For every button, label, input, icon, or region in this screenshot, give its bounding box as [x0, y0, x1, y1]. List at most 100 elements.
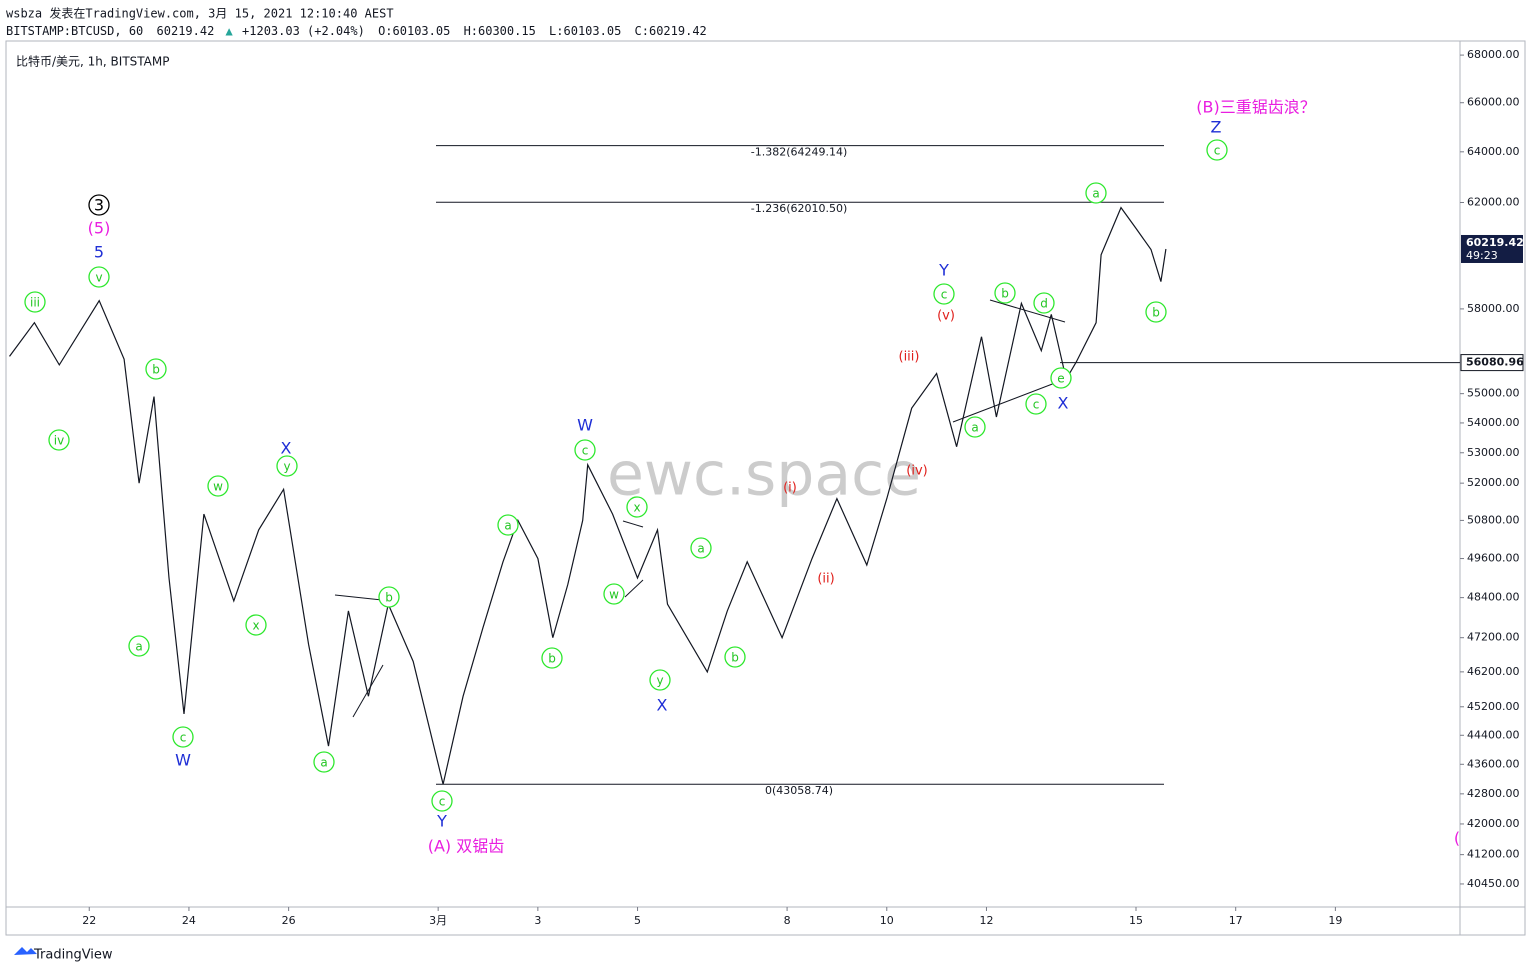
wave-label: (B)三重锯齿浪？	[1196, 98, 1315, 117]
x-tick-label: 22	[82, 914, 96, 927]
wave-label: c	[582, 444, 589, 458]
wave-label: W	[175, 751, 191, 770]
close: C:60219.42	[635, 24, 707, 38]
x-tick-label: 5	[634, 914, 641, 927]
y-tick-label: 40450.00	[1467, 877, 1520, 890]
wave-circle	[276, 455, 298, 477]
level-label: 56080.96	[1466, 356, 1524, 369]
wave-circle	[88, 194, 110, 216]
y-tick-label: 41200.00	[1467, 848, 1520, 861]
wave-label: x	[252, 619, 259, 633]
wave-label: c	[941, 288, 948, 302]
wave-circle	[313, 751, 335, 773]
y-tick-label: 42800.00	[1467, 787, 1520, 800]
wave-label: Y	[436, 812, 447, 831]
x-tick-label: 15	[1129, 914, 1143, 927]
frame	[5, 40, 1526, 936]
price-box	[1461, 234, 1523, 263]
x-tick-label: 19	[1328, 914, 1342, 927]
wave-label: y	[283, 460, 290, 474]
open: O:60103.05	[378, 24, 450, 38]
low: L:60103.05	[549, 24, 621, 38]
wave-label: x	[633, 501, 640, 515]
fib-label: 0(43058.74)	[765, 784, 833, 797]
wave-label: c	[1214, 144, 1221, 158]
wave-label: c	[1033, 398, 1040, 412]
wave-circle	[626, 496, 648, 518]
wave-circle	[933, 283, 955, 305]
wave-label: (v)	[937, 309, 955, 324]
wave-label: a	[697, 542, 704, 556]
wave-label: b	[385, 591, 393, 605]
wave-label: w	[609, 588, 619, 602]
wave-label: b	[152, 363, 160, 377]
wave-circle	[1033, 292, 1055, 314]
wave-label: b	[731, 651, 739, 665]
wave-circle	[994, 282, 1016, 304]
wave-label: (ii)	[817, 572, 834, 587]
last-price: 60219.42	[1466, 236, 1524, 249]
x-tick-label: 17	[1229, 914, 1243, 927]
fib-label: -1.236(62010.50)	[751, 202, 848, 215]
wave-circle	[690, 537, 712, 559]
header-line2: BITSTAMP:BTCUSD, 60 60219.42 ▲ +1203.03 …	[6, 24, 707, 38]
wave-circle	[574, 439, 596, 461]
y-tick-label: 46200.00	[1467, 665, 1520, 678]
y-tick-label: 53000.00	[1467, 446, 1520, 459]
wave-circle	[1050, 367, 1072, 389]
price: 60219.42	[157, 24, 215, 38]
wave-label: (i)	[783, 481, 797, 496]
wave-label: v	[95, 271, 102, 285]
wave-label: w	[213, 480, 223, 494]
y-tick-label: 52000.00	[1467, 476, 1520, 489]
x-tick-label: 8	[784, 914, 791, 927]
wave-circle	[1145, 301, 1167, 323]
y-tick-label: 47200.00	[1467, 631, 1520, 644]
y-tick-label: 50800.00	[1467, 513, 1520, 526]
level-box	[1460, 354, 1524, 372]
wave-label: a	[135, 640, 142, 654]
wave-circle	[207, 475, 229, 497]
trendlines	[334, 299, 1066, 718]
wave-circle	[172, 726, 194, 748]
y-tick-label: 42000.00	[1467, 817, 1520, 830]
y-tick-label: 58000.00	[1467, 302, 1520, 315]
wave-circle	[724, 646, 746, 668]
x-tick-label: 3	[534, 914, 541, 927]
y-tick-label: 45200.00	[1467, 700, 1520, 713]
wave-label: (iv)	[906, 464, 927, 479]
change: +1203.03 (+2.04%)	[242, 24, 365, 38]
price-line	[9, 206, 1167, 785]
wave-label: c	[439, 795, 446, 809]
x-tick-label: 24	[182, 914, 196, 927]
wave-circle	[603, 583, 625, 605]
y-tick-label: 64000.00	[1467, 145, 1520, 158]
header-line1: wsbza 发表在TradingView.com, 3月 15, 2021 12…	[6, 6, 394, 21]
wave-circle	[964, 416, 986, 438]
wave-label: (A) 双锯齿	[428, 837, 505, 856]
y-tick-label: 48400.00	[1467, 591, 1520, 604]
wave-label: c	[180, 731, 187, 745]
wave-circle	[1206, 139, 1228, 161]
wave-label: (iii)	[899, 350, 920, 365]
wave-circle	[378, 586, 400, 608]
trendline	[334, 594, 383, 601]
x-tick-label: 12	[979, 914, 993, 927]
trendline	[624, 579, 644, 598]
wave-label: d	[1040, 297, 1048, 311]
wave-label: X	[281, 439, 292, 458]
wave-label: y	[656, 674, 663, 688]
wave-label: Z	[1211, 118, 1222, 137]
wave-circle	[649, 669, 671, 691]
wave-circle	[497, 514, 519, 536]
wave-label: iii	[30, 296, 40, 310]
wave-circle	[128, 635, 150, 657]
wave-circle	[1085, 182, 1107, 204]
trendline	[622, 520, 644, 528]
y-tick-label: 49600.00	[1467, 552, 1520, 565]
wave-label: 5	[94, 243, 104, 262]
wave-label: (5)	[88, 219, 111, 238]
wave-label: (	[1454, 829, 1460, 848]
wave-label: e	[1057, 372, 1064, 386]
wave-label: a	[504, 519, 511, 533]
